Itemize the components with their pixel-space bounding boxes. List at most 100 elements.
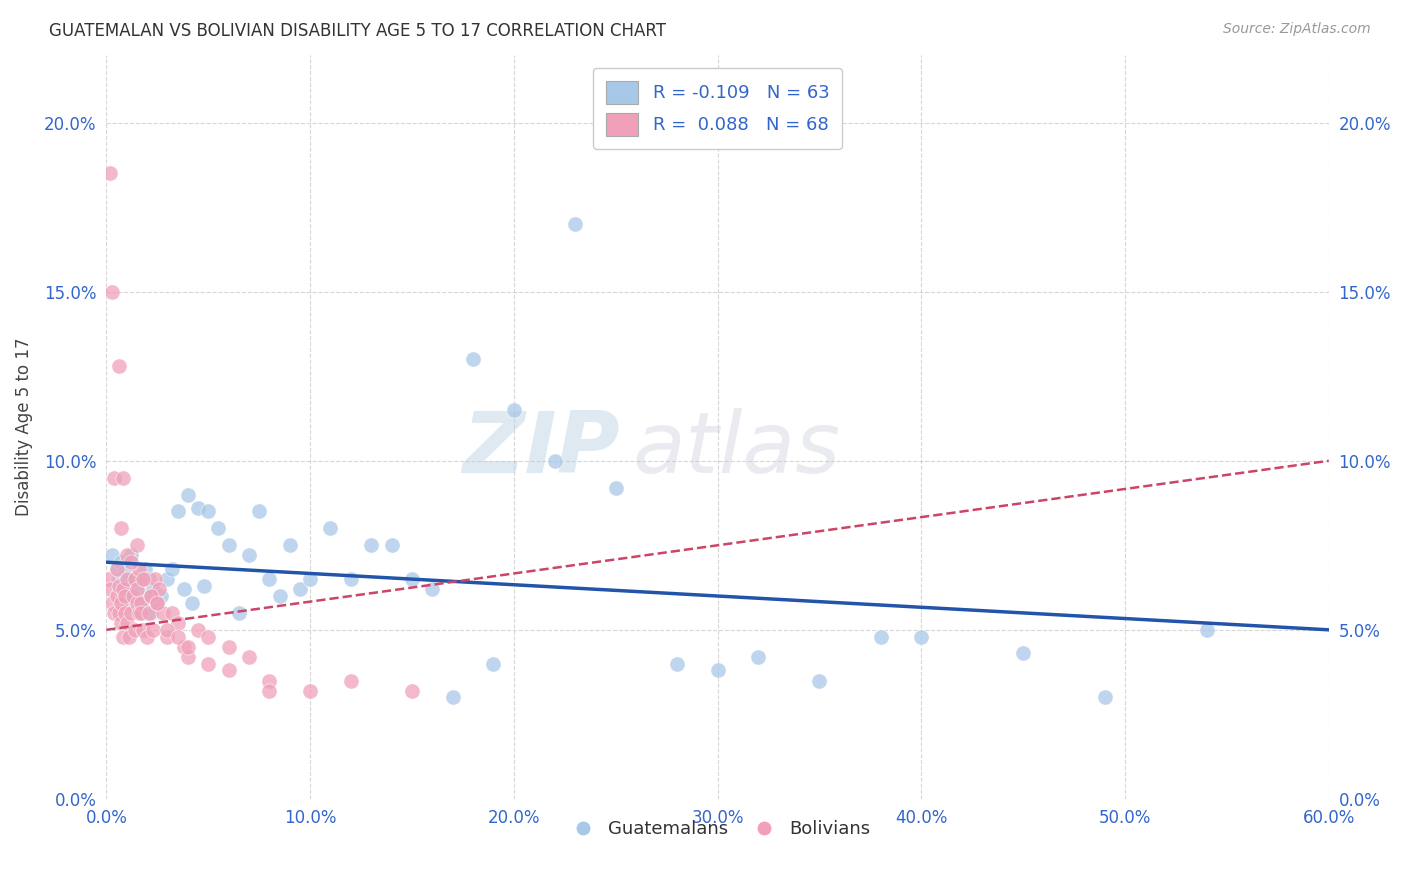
Point (107, 359, 129, 373)
Point (111, 582, 134, 597)
Point (146, 596, 169, 610)
Point (299, 683, 322, 698)
Point (134, 572, 156, 586)
Point (238, 649, 260, 664)
Point (115, 549, 138, 563)
Point (107, 606, 129, 620)
Point (134, 562, 156, 576)
Point (228, 606, 250, 620)
Point (124, 572, 146, 586)
Point (187, 623, 209, 637)
Point (136, 589, 159, 603)
Point (110, 615, 132, 630)
Point (706, 664, 728, 678)
Point (665, 657, 688, 671)
Point (129, 606, 152, 620)
Point (238, 549, 260, 563)
Point (177, 487, 200, 501)
Point (319, 521, 342, 535)
Point (142, 623, 165, 637)
Point (420, 582, 443, 597)
Point (259, 673, 281, 688)
Point (193, 579, 215, 593)
Point (482, 657, 505, 671)
Point (156, 630, 179, 644)
Point (107, 572, 129, 586)
Point (143, 572, 166, 586)
Point (340, 572, 363, 586)
Text: GUATEMALAN VS BOLIVIAN DISABILITY AGE 5 TO 17 CORRELATION CHART: GUATEMALAN VS BOLIVIAN DISABILITY AGE 5 … (49, 22, 666, 40)
Point (461, 352, 484, 367)
Point (138, 606, 160, 620)
Point (111, 579, 134, 593)
Point (105, 589, 128, 603)
Point (118, 572, 141, 586)
Point (121, 589, 143, 603)
Point (125, 582, 148, 597)
Point (166, 504, 188, 518)
Point (401, 683, 423, 698)
Point (132, 572, 155, 586)
Point (142, 582, 165, 597)
Point (129, 568, 152, 582)
Point (103, 606, 125, 620)
Point (111, 471, 134, 485)
Point (141, 606, 163, 620)
Point (543, 454, 565, 468)
Point (110, 555, 132, 569)
Point (166, 615, 188, 630)
Point (141, 589, 163, 603)
Point (259, 572, 281, 586)
Text: ZIP: ZIP (463, 408, 620, 491)
Point (129, 596, 152, 610)
Point (247, 504, 270, 518)
Point (269, 589, 291, 603)
Point (360, 538, 382, 552)
Point (150, 589, 173, 603)
Point (121, 589, 143, 603)
Point (132, 623, 155, 637)
Text: Source: ZipAtlas.com: Source: ZipAtlas.com (1223, 22, 1371, 37)
Point (197, 504, 219, 518)
Point (124, 623, 146, 637)
Point (340, 673, 363, 688)
Point (1195, 623, 1218, 637)
Point (173, 640, 195, 654)
Point (100, 582, 122, 597)
Point (138, 572, 160, 586)
Point (160, 606, 183, 620)
Point (180, 596, 202, 610)
Point (132, 606, 155, 620)
Point (120, 606, 142, 620)
Point (103, 471, 125, 485)
Point (152, 606, 174, 620)
Point (808, 673, 831, 688)
Point (197, 657, 219, 671)
Point (111, 630, 134, 644)
Point (160, 562, 183, 576)
Point (380, 538, 402, 552)
Point (128, 562, 150, 576)
Point (114, 566, 136, 580)
Point (299, 572, 322, 586)
Text: atlas: atlas (631, 408, 839, 491)
Point (187, 501, 209, 516)
Point (136, 630, 159, 644)
Y-axis label: Disability Age 5 to 17: Disability Age 5 to 17 (15, 338, 32, 516)
Point (1094, 690, 1116, 705)
Point (107, 579, 129, 593)
Point (869, 630, 891, 644)
Point (218, 664, 240, 678)
Point (115, 572, 138, 586)
Point (166, 630, 188, 644)
Point (218, 538, 240, 552)
Point (115, 615, 138, 630)
Point (146, 596, 169, 610)
Point (120, 549, 142, 563)
Point (114, 606, 136, 620)
Point (125, 596, 148, 610)
Point (100, 166, 122, 180)
Point (278, 538, 301, 552)
Point (207, 521, 229, 535)
Point (105, 562, 128, 576)
